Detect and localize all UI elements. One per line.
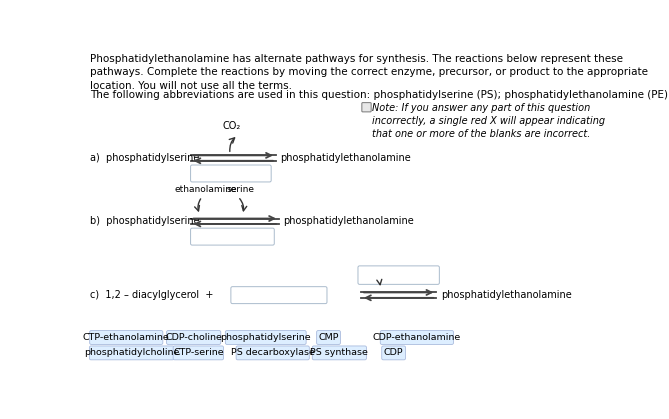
Text: The following abbreviations are used in this question: phosphatidylserine (PS); : The following abbreviations are used in … <box>90 91 669 100</box>
FancyBboxPatch shape <box>225 331 306 344</box>
Text: phosphatidylserine: phosphatidylserine <box>221 333 311 342</box>
FancyBboxPatch shape <box>380 331 454 344</box>
Text: phosphatidylethanolamine: phosphatidylethanolamine <box>284 216 414 226</box>
FancyBboxPatch shape <box>173 346 223 360</box>
Text: a)  phosphatidylserine: a) phosphatidylserine <box>90 153 199 163</box>
FancyBboxPatch shape <box>358 266 440 285</box>
FancyBboxPatch shape <box>167 331 221 344</box>
FancyBboxPatch shape <box>312 346 367 360</box>
Text: phosphatidylethanolamine: phosphatidylethanolamine <box>280 153 411 163</box>
FancyBboxPatch shape <box>231 287 327 304</box>
FancyBboxPatch shape <box>191 228 274 245</box>
FancyBboxPatch shape <box>191 165 271 182</box>
Text: CO₂: CO₂ <box>223 121 241 131</box>
Text: PS synthase: PS synthase <box>310 348 369 357</box>
FancyBboxPatch shape <box>316 331 341 344</box>
FancyBboxPatch shape <box>362 103 371 112</box>
Text: b)  phosphatidylserine: b) phosphatidylserine <box>90 216 199 226</box>
FancyBboxPatch shape <box>90 346 174 360</box>
Text: PS decarboxylase: PS decarboxylase <box>231 348 314 357</box>
Text: Phosphatidylethanolamine has alternate pathways for synthesis. The reactions bel: Phosphatidylethanolamine has alternate p… <box>90 54 648 91</box>
Text: CMP: CMP <box>318 333 339 342</box>
Text: CTP-serine: CTP-serine <box>173 348 223 357</box>
Text: CDP-choline: CDP-choline <box>165 333 222 342</box>
Text: CTP-ethanolamine: CTP-ethanolamine <box>83 333 170 342</box>
Text: CDP: CDP <box>384 348 403 357</box>
Text: CDP-ethanolamine: CDP-ethanolamine <box>373 333 461 342</box>
Text: c)  1,2 – diacylglycerol  +: c) 1,2 – diacylglycerol + <box>90 290 213 300</box>
FancyBboxPatch shape <box>236 346 309 360</box>
Text: serine: serine <box>227 185 255 194</box>
Text: Note: If you answer any part of this question
incorrectly, a single red X will a: Note: If you answer any part of this que… <box>372 103 605 139</box>
FancyBboxPatch shape <box>90 331 163 344</box>
Text: ethanolamine: ethanolamine <box>175 185 237 194</box>
FancyBboxPatch shape <box>382 346 405 360</box>
Text: phosphatidylethanolamine: phosphatidylethanolamine <box>441 290 571 300</box>
Text: phosphatidylcholine: phosphatidylcholine <box>84 348 179 357</box>
